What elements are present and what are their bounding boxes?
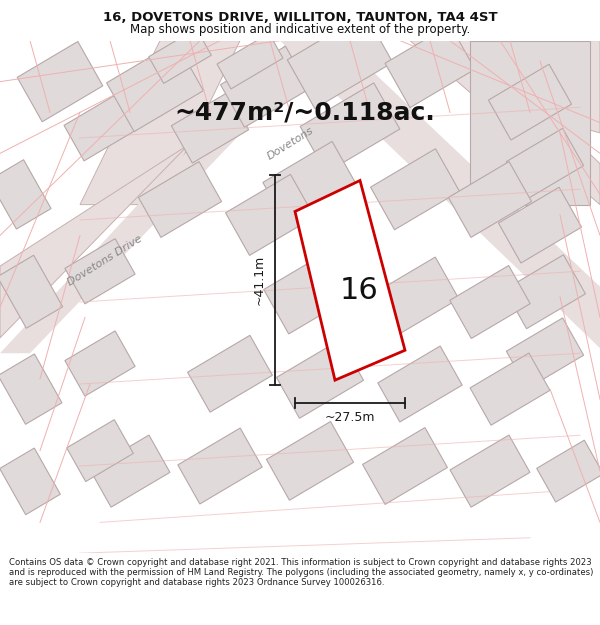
Polygon shape — [499, 188, 581, 263]
Polygon shape — [0, 160, 51, 229]
Text: Map shows position and indicative extent of the property.: Map shows position and indicative extent… — [130, 24, 470, 36]
Polygon shape — [17, 41, 103, 122]
Polygon shape — [65, 239, 135, 304]
Polygon shape — [295, 181, 405, 380]
Polygon shape — [505, 255, 586, 329]
Polygon shape — [67, 419, 133, 482]
Text: ~27.5m: ~27.5m — [325, 411, 375, 424]
Polygon shape — [221, 46, 310, 128]
Polygon shape — [172, 92, 248, 163]
Polygon shape — [90, 435, 170, 508]
Text: ~477m²/~0.118ac.: ~477m²/~0.118ac. — [175, 101, 436, 124]
Polygon shape — [385, 25, 475, 107]
Polygon shape — [139, 162, 221, 238]
Polygon shape — [470, 41, 590, 204]
Polygon shape — [263, 141, 357, 227]
Polygon shape — [277, 339, 364, 418]
Text: ~41.1m: ~41.1m — [253, 255, 265, 306]
Text: Dovetons Drive: Dovetons Drive — [66, 234, 144, 288]
Polygon shape — [188, 336, 272, 412]
Polygon shape — [450, 435, 530, 508]
Polygon shape — [107, 42, 203, 132]
Polygon shape — [488, 64, 572, 140]
Polygon shape — [371, 257, 459, 337]
Polygon shape — [80, 41, 240, 204]
Polygon shape — [300, 83, 400, 172]
Polygon shape — [280, 41, 600, 348]
Polygon shape — [536, 440, 600, 502]
Polygon shape — [64, 94, 136, 161]
Text: Contains OS data © Crown copyright and database right 2021. This information is : Contains OS data © Crown copyright and d… — [9, 558, 593, 588]
Polygon shape — [149, 29, 211, 83]
Polygon shape — [378, 346, 462, 422]
Polygon shape — [0, 41, 330, 353]
Polygon shape — [226, 174, 314, 256]
Text: Dovetons: Dovetons — [265, 125, 315, 161]
Polygon shape — [178, 428, 262, 504]
Polygon shape — [371, 149, 460, 230]
Polygon shape — [450, 266, 530, 339]
Polygon shape — [490, 41, 600, 133]
Polygon shape — [470, 353, 550, 425]
Text: 16: 16 — [340, 276, 378, 306]
Polygon shape — [0, 41, 350, 338]
Polygon shape — [287, 14, 393, 109]
Text: 16, DOVETONS DRIVE, WILLITON, TAUNTON, TA4 4ST: 16, DOVETONS DRIVE, WILLITON, TAUNTON, T… — [103, 11, 497, 24]
Polygon shape — [264, 249, 356, 334]
Polygon shape — [217, 33, 283, 89]
Polygon shape — [0, 448, 61, 515]
Polygon shape — [362, 428, 448, 504]
Polygon shape — [0, 255, 62, 328]
Polygon shape — [506, 318, 584, 389]
Polygon shape — [410, 41, 600, 204]
Polygon shape — [448, 162, 532, 238]
Polygon shape — [506, 128, 584, 199]
Polygon shape — [0, 354, 62, 424]
Polygon shape — [266, 421, 353, 500]
Polygon shape — [65, 331, 135, 396]
